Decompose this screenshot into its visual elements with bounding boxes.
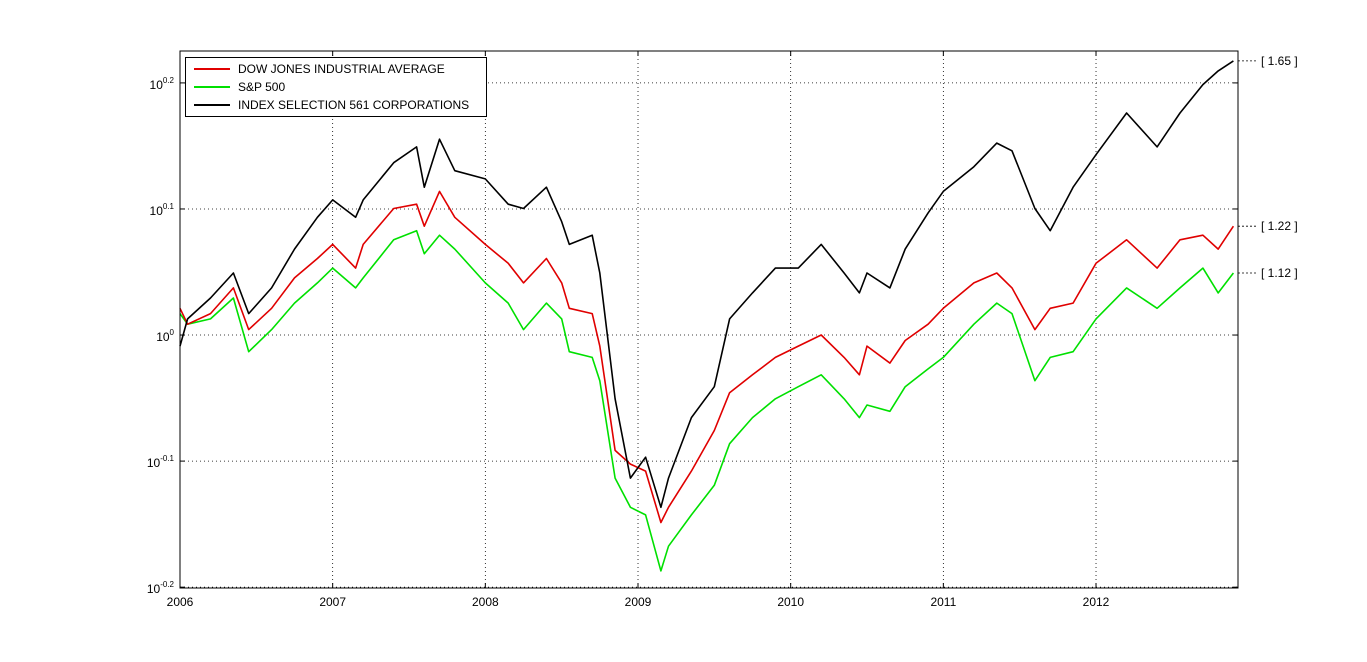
end-label: [ 1.65 ]	[1261, 54, 1298, 68]
x-tick-label: 2009	[625, 595, 652, 609]
x-tick-label: 2011	[930, 595, 956, 609]
legend-item-dow: DOW JONES INDUSTRIAL AVERAGE	[194, 60, 445, 78]
x-tick-label: 2010	[777, 595, 804, 609]
x-tick-label: 2008	[472, 595, 499, 609]
y-tick-base: 10	[147, 582, 161, 596]
x-tick-label: 2007	[319, 595, 346, 609]
end-label: [ 1.22 ]	[1261, 219, 1298, 233]
y-tick-label: 100.1	[150, 202, 175, 218]
legend-label-dow: DOW JONES INDUSTRIAL AVERAGE	[238, 62, 445, 76]
end-labels: [ 1.22 ] [ 1.12 ] [ 1.65 ]	[1238, 54, 1298, 280]
plot-frame	[179, 50, 1239, 589]
series-lines	[179, 60, 1235, 572]
legend-item-sp500: S&P 500	[194, 78, 285, 96]
legend-item-index-selection: INDEX SELECTION 561 CORPORATIONS	[194, 96, 469, 114]
series-line	[179, 60, 1234, 509]
y-tick-exponent: -0.1	[160, 454, 174, 463]
y-tick-exponent: 0.2	[163, 76, 175, 85]
grid	[179, 51, 1238, 588]
x-tick-label: 2012	[1083, 595, 1110, 609]
y-tick-label: 10-0.2	[147, 580, 175, 596]
axis-ticks: 2006 2007 2008 2009 2010 2011 2012100.2100.110…	[147, 51, 1238, 609]
series-line	[179, 190, 1235, 524]
legend-label-index-selection: INDEX SELECTION 561 CORPORATIONS	[238, 98, 470, 112]
end-label: [ 1.12 ]	[1261, 266, 1298, 280]
legend-swatch-sp500	[194, 86, 230, 88]
legend-label-sp500: S&P 500	[238, 80, 286, 94]
legend-swatch-dow	[194, 68, 230, 70]
legend: DOW JONES INDUSTRIAL AVERAGE S&P 500 IND…	[185, 57, 487, 117]
y-tick-base: 10	[150, 204, 164, 218]
series-line	[179, 229, 1235, 572]
y-tick-exponent: -0.2	[160, 580, 174, 589]
y-tick-label: 10-0.1	[147, 454, 175, 470]
y-tick-label: 100	[156, 328, 174, 344]
y-tick-base: 10	[147, 456, 161, 470]
legend-swatch-index-selection	[194, 104, 230, 106]
x-tick-label: 2006	[167, 595, 194, 609]
y-tick-base: 10	[156, 330, 170, 344]
y-tick-label: 100.2	[150, 76, 175, 92]
y-tick-exponent: 0	[170, 328, 175, 337]
y-tick-exponent: 0.1	[163, 202, 175, 211]
y-tick-base: 10	[150, 78, 164, 92]
